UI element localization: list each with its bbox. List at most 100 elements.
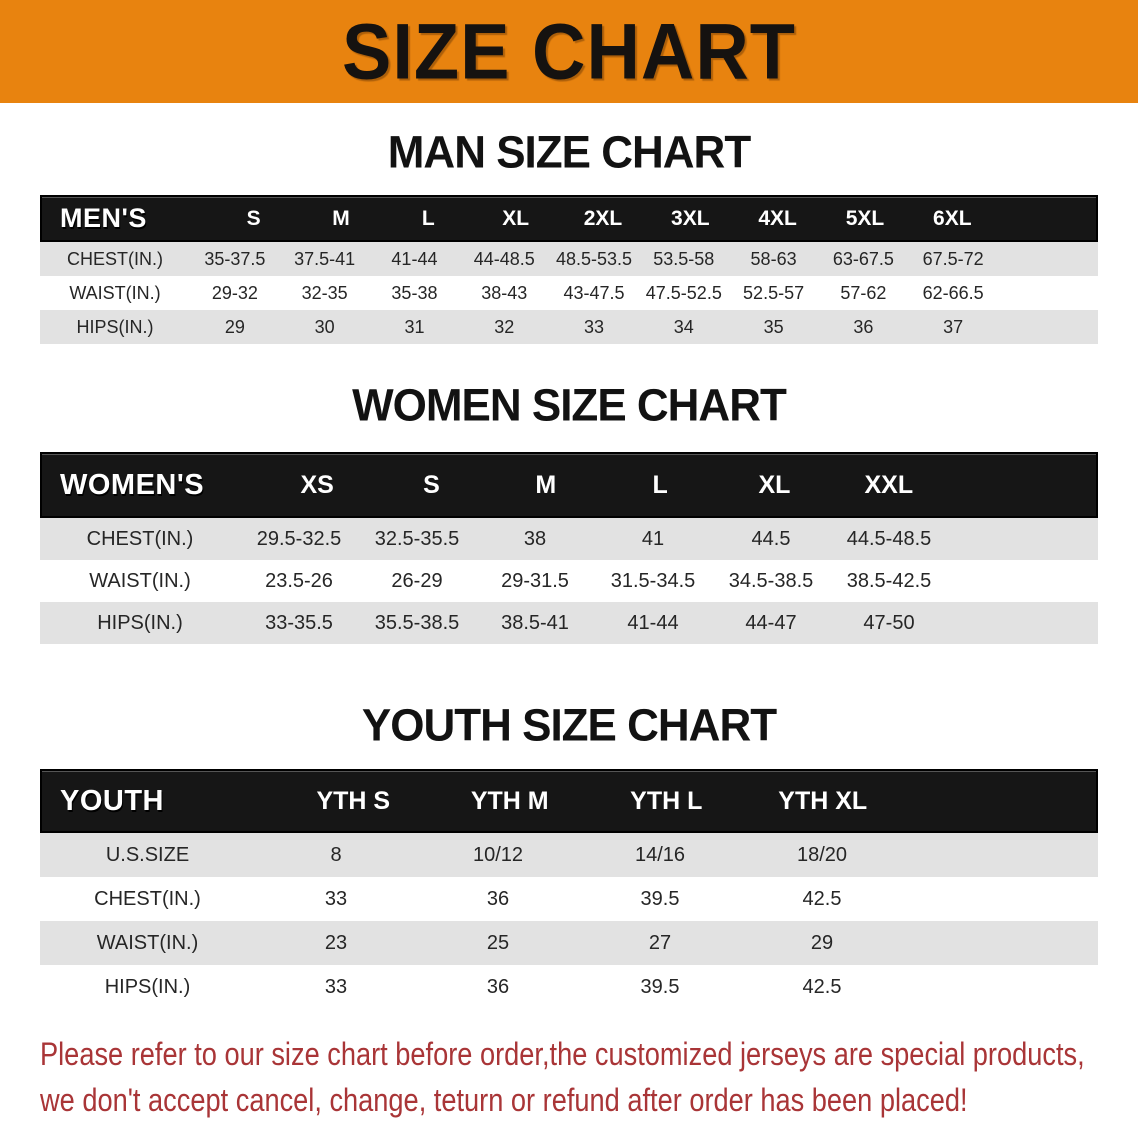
size-value-cell: 44-47	[745, 611, 797, 634]
size-column-header: 2XL	[583, 206, 623, 230]
row-label: WAIST(IN.)	[89, 569, 191, 592]
table-header-row: YOUTH YTH S YTH M YTH L YTH XL	[40, 769, 1098, 833]
size-value-cell: 34	[673, 316, 694, 337]
row-label: HIPS(IN.)	[104, 975, 191, 998]
size-value-cell: 62-66.5	[922, 282, 984, 303]
row-label: U.S.SIZE	[105, 843, 190, 866]
size-value-cell: 63-67.5	[832, 248, 894, 269]
row-label: WAIST(IN.)	[69, 282, 161, 303]
size-value-cell: 30	[314, 316, 335, 337]
row-label: CHEST(IN.)	[94, 887, 201, 910]
table-row: WAIST(IN.) 23.5-26 26-29 29-31.5 31.5-34.5 34…	[40, 560, 1098, 602]
row-label: HIPS(IN.)	[76, 316, 154, 337]
men-size-table: MEN'S S M L XL 2XL 3XL 4XL 5XL 6XL CHEST(IN.) 35-37…	[40, 195, 1098, 344]
size-value-cell: 43-47.5	[563, 282, 625, 303]
size-value-cell: 35.5-38.5	[374, 611, 460, 634]
table-row: U.S.SIZE 8 10/12 14/16 18/20	[40, 833, 1098, 877]
size-column-header: YTH M	[470, 786, 549, 815]
table-row: WAIST(IN.) 23 25 27 29	[40, 921, 1098, 965]
size-value-cell: 53.5-58	[653, 248, 715, 269]
size-value-cell: 35	[763, 316, 784, 337]
size-column-header: 6XL	[933, 206, 972, 230]
table-row: HIPS(IN.) 29 30 31 32 33 34 35 36 37	[40, 310, 1098, 344]
size-value-cell: 18/20	[796, 843, 848, 866]
size-column-header: XL	[502, 206, 530, 230]
size-value-cell: 26-29	[391, 569, 443, 592]
size-chart-banner: SIZE CHART	[0, 0, 1138, 103]
table-row: CHEST(IN.) 33 36 39.5 42.5	[40, 877, 1098, 921]
size-value-cell: 39.5	[640, 887, 680, 910]
order-notice-line1: Please refer to our size chart before or…	[40, 1036, 1085, 1072]
size-column-header: L	[652, 470, 668, 499]
size-value-cell: 23	[324, 931, 348, 954]
order-notice: Please refer to our size chart before or…	[40, 1031, 1085, 1123]
size-value-cell: 41-44	[391, 248, 438, 269]
size-column-header: YTH XL	[778, 786, 868, 815]
size-value-cell: 31	[404, 316, 425, 337]
size-value-cell: 41	[641, 527, 665, 550]
size-value-cell: 57-62	[840, 282, 887, 303]
size-value-cell: 36	[486, 975, 510, 998]
size-column-header: XS	[300, 470, 334, 499]
man-size-chart-heading: MAN SIZE CHART	[387, 127, 751, 178]
size-value-cell: 32.5-35.5	[374, 527, 460, 550]
row-label: HIPS(IN.)	[97, 611, 183, 634]
size-value-cell: 36	[486, 887, 510, 910]
size-value-cell: 27	[648, 931, 672, 954]
size-value-cell: 42.5	[802, 975, 842, 998]
size-value-cell: 42.5	[802, 887, 842, 910]
size-value-cell: 33	[584, 316, 605, 337]
size-column-header: L	[421, 206, 435, 230]
size-value-cell: 36	[853, 316, 874, 337]
size-value-cell: 37	[943, 316, 964, 337]
size-value-cell: 38.5-41	[501, 611, 569, 634]
size-value-cell: 32-35	[301, 282, 348, 303]
table-corner-label: WOMEN'S	[60, 468, 205, 501]
table-corner-label: MEN'S	[60, 203, 147, 233]
size-value-cell: 37.5-41	[294, 248, 356, 269]
size-value-cell: 8	[330, 843, 342, 866]
order-notice-line2: we don't accept cancel, change, teturn o…	[40, 1082, 968, 1118]
size-value-cell: 25	[486, 931, 510, 954]
size-value-cell: 67.5-72	[922, 248, 984, 269]
size-value-cell: 29	[224, 316, 245, 337]
size-column-header: M	[332, 206, 350, 230]
size-value-cell: 29	[810, 931, 834, 954]
size-value-cell: 29-31.5	[501, 569, 569, 592]
size-value-cell: 29.5-32.5	[256, 527, 342, 550]
size-column-header: S	[246, 206, 261, 230]
women-size-table: WOMEN'S XS S M L XL XXL CHEST(IN.) 29.5-32.5 32.5…	[40, 452, 1098, 644]
size-value-cell: 39.5	[640, 975, 680, 998]
size-column-header: 5XL	[845, 206, 885, 230]
size-value-cell: 34.5-38.5	[728, 569, 814, 592]
size-value-cell: 52.5-57	[743, 282, 805, 303]
size-value-cell: 38	[523, 527, 547, 550]
size-column-header: YTH L	[630, 786, 703, 815]
size-value-cell: 58-63	[750, 248, 797, 269]
size-value-cell: 44.5-48.5	[846, 527, 932, 550]
size-value-cell: 48.5-53.5	[555, 248, 633, 269]
size-value-cell: 38-43	[481, 282, 528, 303]
size-value-cell: 47-50	[863, 611, 915, 634]
size-value-cell: 29-32	[211, 282, 258, 303]
size-value-cell: 10/12	[472, 843, 524, 866]
table-row: HIPS(IN.) 33 36 39.5 42.5	[40, 965, 1098, 1009]
size-value-cell: 33	[324, 975, 348, 998]
youth-size-chart-heading: YOUTH SIZE CHART	[361, 700, 777, 751]
size-value-cell: 44-48.5	[473, 248, 535, 269]
size-value-cell: 32	[494, 316, 515, 337]
size-value-cell: 44.5	[751, 527, 791, 550]
size-column-header: YTH S	[316, 786, 391, 815]
size-value-cell: 33-35.5	[265, 611, 333, 634]
size-value-cell: 31.5-34.5	[610, 569, 696, 592]
size-column-header: XL	[758, 470, 791, 499]
size-value-cell: 35-38	[391, 282, 438, 303]
table-row: WAIST(IN.) 29-32 32-35 35-38 38-43 43-47.5 47.…	[40, 276, 1098, 310]
women-size-chart-heading: WOMEN SIZE CHART	[352, 380, 787, 431]
size-value-cell: 35-37.5	[204, 248, 266, 269]
row-label: WAIST(IN.)	[96, 931, 199, 954]
size-column-header: M	[535, 470, 557, 499]
size-value-cell: 41-44	[627, 611, 679, 634]
table-row: CHEST(IN.) 29.5-32.5 32.5-35.5 38 41 44.5 44.5…	[40, 518, 1098, 560]
size-column-header: 4XL	[758, 206, 797, 230]
